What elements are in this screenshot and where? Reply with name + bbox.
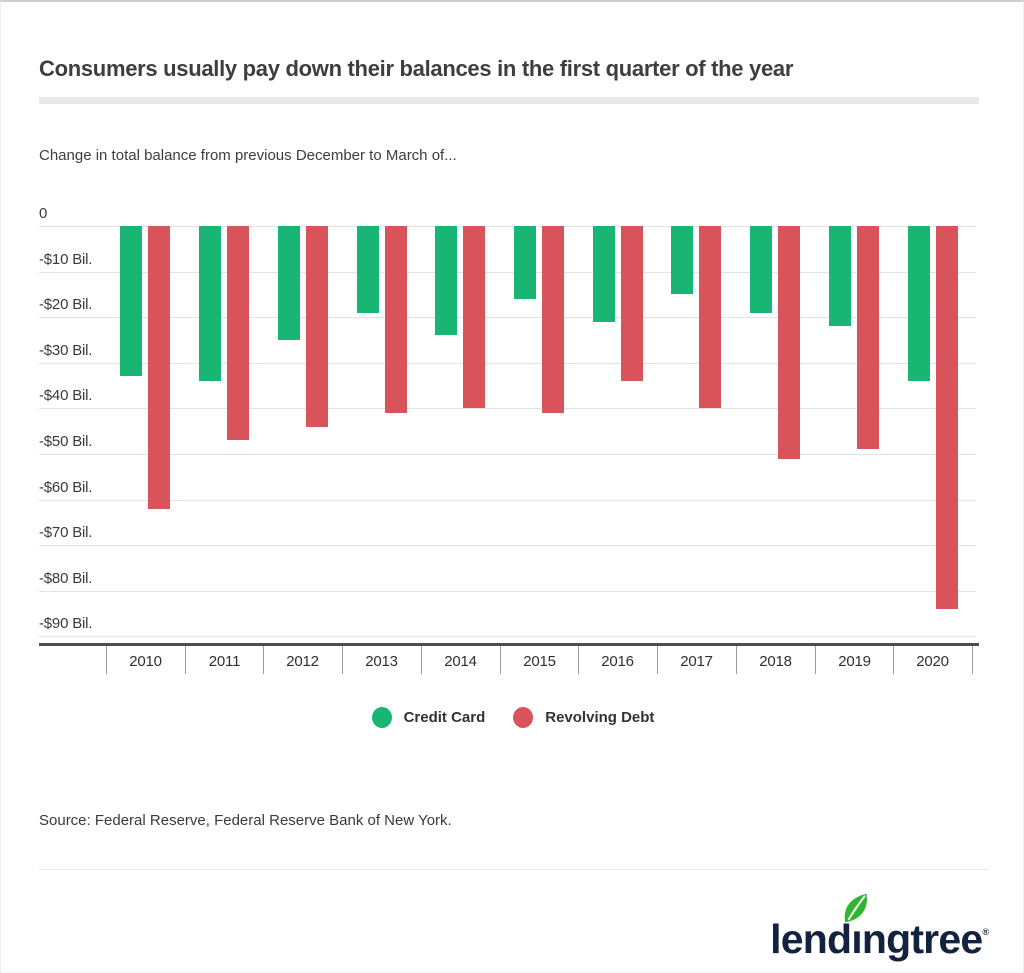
bar-revolving-debt-2016 [621,226,643,381]
revolving-debt-swatch-icon [513,707,534,728]
x-axis-year-label: 2018 [759,653,792,670]
legend-label-revolving-debt: Revolving Debt [545,709,655,726]
bar-revolving-debt-2013 [385,226,407,413]
x-axis-year-label: 2014 [444,653,477,670]
footer-divider [39,869,989,870]
registered-mark: ® [982,927,989,937]
x-axis-year-label: 2019 [838,653,871,670]
bar-credit-card-2020 [908,226,930,381]
y-gridline [39,545,976,546]
x-axis-year-label: 2015 [523,653,556,670]
y-gridline [39,226,976,227]
x-axis-tick [500,646,501,674]
bar-credit-card-2016 [593,226,615,322]
y-gridline [39,408,976,409]
chart-title: Consumers usually pay down their balance… [39,56,794,81]
x-axis-year-label: 2016 [601,653,634,670]
x-axis-tick [106,646,107,674]
x-axis-year-label: 2017 [680,653,713,670]
y-axis-label: -$90 Bil. [39,615,93,632]
bar-credit-card-2018 [750,226,772,313]
x-axis-year-label: 2010 [129,653,162,670]
x-axis-year-label: 2012 [286,653,319,670]
source-note: Source: Federal Reserve, Federal Reserve… [39,812,452,829]
bar-revolving-debt-2012 [306,226,328,427]
bar-credit-card-2014 [435,226,457,335]
logo-dotless-i: ı [851,916,862,962]
x-axis-tick [736,646,737,674]
legend-label-credit-card: Credit Card [403,709,486,726]
y-axis-label: 0 [39,205,48,222]
bar-revolving-debt-2010 [148,226,170,509]
bar-revolving-debt-2019 [857,226,879,449]
x-axis-year-label: 2020 [916,653,949,670]
x-axis-tick [893,646,894,674]
x-axis-tick [342,646,343,674]
x-axis-year-label: 2013 [365,653,398,670]
y-axis-label: -$60 Bil. [39,479,93,496]
bar-revolving-debt-2018 [778,226,800,459]
credit-card-swatch-icon [371,707,392,728]
y-gridline [39,591,976,592]
y-gridline [39,500,976,501]
x-axis-tick [421,646,422,674]
x-axis-tick [657,646,658,674]
x-axis-tick [972,646,973,674]
bar-credit-card-2017 [671,226,693,294]
y-gridline [39,272,976,273]
legend-item-credit-card: Credit Card [371,707,486,728]
y-axis-label: -$10 Bil. [39,251,93,268]
y-axis-label: -$40 Bil. [39,387,93,404]
bar-revolving-debt-2015 [542,226,564,413]
y-axis-label: -$80 Bil. [39,570,93,587]
bar-credit-card-2011 [199,226,221,381]
bar-credit-card-2019 [829,226,851,326]
y-axis-label: -$70 Bil. [39,524,93,541]
legend-item-revolving-debt: Revolving Debt [513,707,654,728]
lendingtree-logo: lendı ngtree® [770,893,989,962]
bar-revolving-debt-2014 [463,226,485,408]
y-gridline [39,636,976,637]
x-axis-tick [185,646,186,674]
leaf-icon [844,893,868,923]
bar-revolving-debt-2011 [227,226,249,440]
y-axis-label: -$50 Bil. [39,433,93,450]
logo-text-right: ngtree [861,916,983,962]
bar-credit-card-2015 [514,226,536,299]
y-gridline [39,317,976,318]
title-divider [39,97,979,104]
bar-credit-card-2013 [357,226,379,313]
x-axis-tick [815,646,816,674]
y-axis-label: -$30 Bil. [39,342,93,359]
bar-credit-card-2010 [120,226,142,376]
x-axis-tick [578,646,579,674]
bar-credit-card-2012 [278,226,300,340]
x-axis-tick [263,646,264,674]
x-axis-line [39,643,979,646]
x-axis-year-label: 2011 [208,653,241,670]
bar-revolving-debt-2017 [699,226,721,408]
y-gridline [39,363,976,364]
y-gridline [39,454,976,455]
bar-revolving-debt-2020 [936,226,958,609]
logo-text-left: lend [770,916,852,962]
y-axis-label: -$20 Bil. [39,296,93,313]
chart-legend: Credit Card Revolving Debt [1,707,1023,728]
chart-subtitle: Change in total balance from previous De… [39,147,457,164]
